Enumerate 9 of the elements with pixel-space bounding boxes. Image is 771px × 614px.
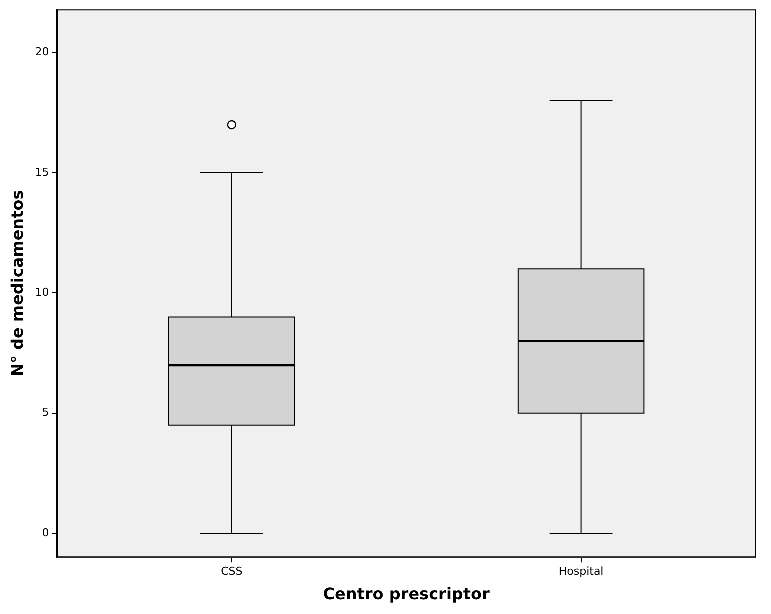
x-tick-label: CSS xyxy=(221,565,243,578)
y-tick-label: 15 xyxy=(35,166,50,179)
y-tick-label: 20 xyxy=(35,46,50,59)
y-axis-title: N° de medicamentos xyxy=(8,190,27,377)
x-tick-label: Hospital xyxy=(558,565,604,578)
y-tick-label: 0 xyxy=(42,526,50,540)
y-tick-label: 5 xyxy=(42,406,50,420)
x-axis-title: Centro prescriptor xyxy=(323,584,490,604)
y-tick-label: 10 xyxy=(35,286,50,300)
